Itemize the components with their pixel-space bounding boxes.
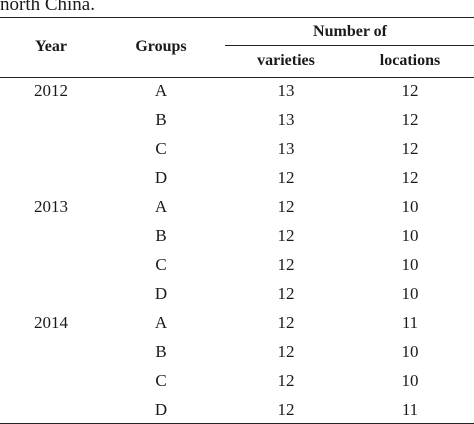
- cell-group: B: [155, 342, 167, 361]
- cell-locations: 11: [401, 400, 419, 419]
- table-row: C 12 10: [0, 250, 474, 279]
- table-row: D 12 12: [0, 163, 474, 192]
- header-year: Year: [35, 38, 67, 55]
- cell-group: D: [154, 284, 168, 303]
- top-rule: [0, 17, 474, 18]
- cell-group: A: [154, 197, 168, 216]
- table-row: 2014 A 12 11: [0, 308, 474, 337]
- cell-locations: 12: [401, 110, 419, 129]
- table-row: D 12 11: [0, 395, 474, 424]
- cell-varieties: 12: [277, 255, 295, 274]
- table-row: 2012 A 13 12: [0, 76, 474, 105]
- cell-group: C: [155, 139, 167, 158]
- header-locations: locations: [379, 52, 441, 69]
- table-row: B 12 10: [0, 337, 474, 366]
- cell-year: 2013: [34, 197, 68, 216]
- cell-varieties: 12: [277, 371, 295, 390]
- cell-locations: 12: [401, 139, 419, 158]
- cell-varieties: 13: [277, 81, 295, 100]
- cell-locations: 10: [401, 284, 419, 303]
- table-row: C 13 12: [0, 134, 474, 163]
- header-rule: [0, 77, 474, 78]
- cell-group: B: [155, 110, 167, 129]
- cell-year: 2014: [34, 313, 68, 332]
- cell-varieties: 12: [277, 226, 295, 245]
- cell-locations: 10: [401, 255, 419, 274]
- cell-year: 2012: [34, 81, 68, 100]
- cell-locations: 10: [401, 371, 419, 390]
- cell-group: A: [154, 313, 168, 332]
- cell-varieties: 12: [277, 284, 295, 303]
- cell-varieties: 12: [277, 168, 295, 187]
- header-varieties: varieties: [257, 52, 315, 69]
- header-groups: Groups: [135, 38, 187, 55]
- cell-locations: 10: [401, 197, 419, 216]
- cell-varieties: 12: [277, 400, 295, 419]
- cell-varieties: 12: [277, 342, 295, 361]
- cell-group: C: [155, 255, 167, 274]
- table-caption: north China.: [0, 0, 95, 15]
- table-row: B 13 12: [0, 105, 474, 134]
- cell-varieties: 12: [277, 197, 295, 216]
- cell-group: B: [155, 226, 167, 245]
- table-row: C 12 10: [0, 366, 474, 395]
- cell-group: C: [155, 371, 167, 390]
- header-span-rule: [225, 45, 474, 46]
- cell-group: D: [154, 168, 168, 187]
- cell-locations: 12: [401, 168, 419, 187]
- cell-group: D: [154, 400, 168, 419]
- cell-group: A: [154, 81, 168, 100]
- cell-locations: 12: [401, 81, 419, 100]
- header-number-of: Number of: [313, 23, 387, 40]
- cell-locations: 10: [401, 226, 419, 245]
- cell-locations: 10: [401, 342, 419, 361]
- table-row: 2013 A 12 10: [0, 192, 474, 221]
- table-row: B 12 10: [0, 221, 474, 250]
- cell-varieties: 13: [277, 139, 295, 158]
- table-row: D 12 10: [0, 279, 474, 308]
- cell-locations: 11: [401, 313, 419, 332]
- cell-varieties: 12: [277, 313, 295, 332]
- cell-varieties: 13: [277, 110, 295, 129]
